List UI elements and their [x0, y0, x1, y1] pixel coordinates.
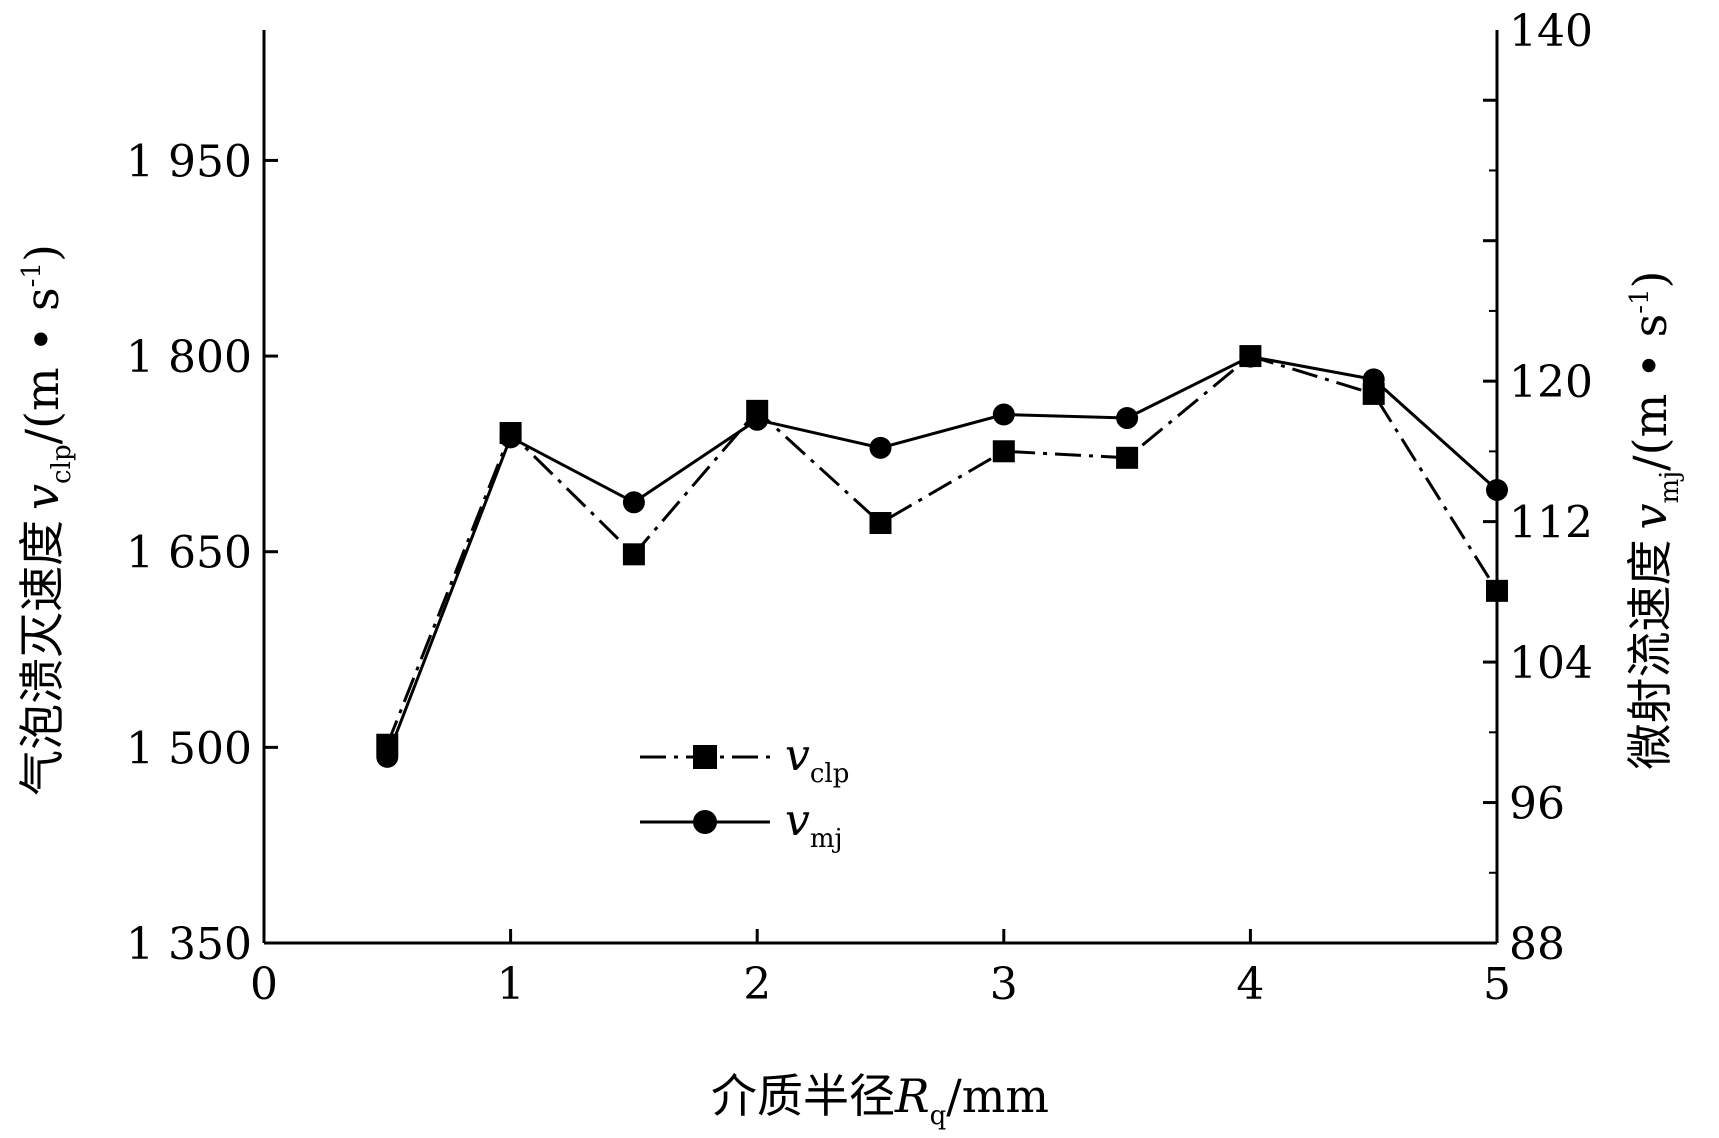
x-tick-label: 5	[1483, 959, 1511, 1010]
y-left-tick-label: 1 500	[126, 723, 252, 774]
y-left-axis-title-main: 气泡溃灭速度	[15, 520, 69, 796]
data-point-square	[1486, 579, 1508, 602]
x-tick-label: 2	[743, 959, 771, 1010]
y-left-axis-title-symbol: v	[15, 484, 69, 510]
data-point-square	[992, 440, 1015, 463]
legend-item-mj: vmj	[640, 795, 843, 854]
series-line	[385, 355, 1499, 758]
y-left-axis-title-superscript: -1	[17, 262, 47, 287]
legend-label-mj: vmj	[785, 795, 843, 854]
x-axis-title-tail: /mm	[946, 1069, 1049, 1123]
y-left-tick-label: 1 350	[126, 919, 252, 970]
data-point-circle	[1239, 345, 1262, 368]
x-tick-label: 0	[250, 959, 278, 1010]
y-right-axis-title-close: )	[1623, 270, 1677, 288]
data-point-circle	[499, 426, 522, 449]
data-point-circle	[1362, 368, 1385, 391]
y-left-tick-label: 1 950	[126, 136, 252, 187]
series-v-mj	[376, 345, 1508, 768]
y-right-tick-label: 96	[1509, 779, 1565, 830]
y-right-ticks: 88 96 104 112 120 140	[1483, 6, 1593, 970]
x-tick-label: 1	[497, 959, 525, 1010]
x-axis-title-subscript: q	[930, 1101, 947, 1131]
y-right-tick-label: 120	[1509, 357, 1593, 408]
plot-area	[262, 30, 1499, 945]
y-right-tick-label: 112	[1509, 498, 1593, 549]
legend-label-clp: vclp	[785, 730, 849, 789]
y-right-axis-title-tail: /(m • s	[1623, 314, 1677, 471]
x-axis-title-main: 介质半径	[711, 1069, 895, 1123]
y-left-ticks: 1 350 1 500 1 650 1 800 1 950	[126, 136, 278, 970]
legend-marker-circle	[693, 810, 717, 834]
series-line	[385, 354, 1499, 746]
y-left-axis-title: 气泡溃灭速度 vclp/(m • s-1)	[15, 244, 77, 796]
legend: vclp vmj	[640, 730, 849, 854]
y-left-tick-label: 1 800	[126, 332, 252, 383]
x-axis-title-symbol: R	[894, 1069, 930, 1123]
data-point-circle	[376, 745, 399, 768]
legend-label-mj-symbol: v	[785, 795, 810, 846]
y-right-tick-label: 88	[1509, 919, 1565, 970]
x-tick-label: 4	[1236, 959, 1264, 1010]
legend-item-clp: vclp	[640, 730, 849, 789]
y-left-axis-title-tail: /(m • s	[15, 287, 69, 444]
x-ticks: 0 1 2 3 4 5	[250, 929, 1511, 1010]
x-axis-title: 介质半径Rq/mm	[711, 1069, 1049, 1131]
y-right-tick-label: 140	[1509, 6, 1593, 57]
series-v-clp	[376, 345, 1508, 756]
data-point-square	[622, 543, 645, 566]
data-point-circle	[869, 436, 892, 459]
y-left-axis-title-close: )	[15, 244, 69, 262]
x-tick-label: 3	[990, 959, 1018, 1010]
legend-marker-square	[693, 745, 717, 769]
data-point-circle	[1486, 479, 1508, 502]
y-right-tick-label: 104	[1509, 638, 1593, 689]
data-point-circle	[1116, 407, 1139, 430]
y-left-tick-label: 1 650	[126, 528, 252, 579]
legend-label-clp-symbol: v	[785, 730, 810, 781]
legend-label-clp-subscript: clp	[810, 759, 850, 789]
data-point-circle	[992, 403, 1015, 426]
legend-label-mj-subscript: mj	[810, 824, 843, 854]
data-point-circle	[746, 408, 769, 431]
data-point-circle	[622, 491, 645, 514]
y-right-axis-title-main: 微射流速度	[1623, 540, 1677, 770]
y-right-axis-title-superscript: -1	[1625, 288, 1655, 313]
data-point-square	[869, 512, 892, 535]
data-point-square	[1116, 446, 1139, 469]
y-left-axis-title-subscript: clp	[47, 444, 77, 484]
series-layer	[376, 345, 1508, 768]
y-right-axis-title-symbol: v	[1623, 504, 1677, 530]
y-right-axis-title-subscript: mj	[1655, 471, 1685, 504]
y-right-axis-title: 微射流速度 vmj/(m • s-1)	[1623, 270, 1685, 769]
